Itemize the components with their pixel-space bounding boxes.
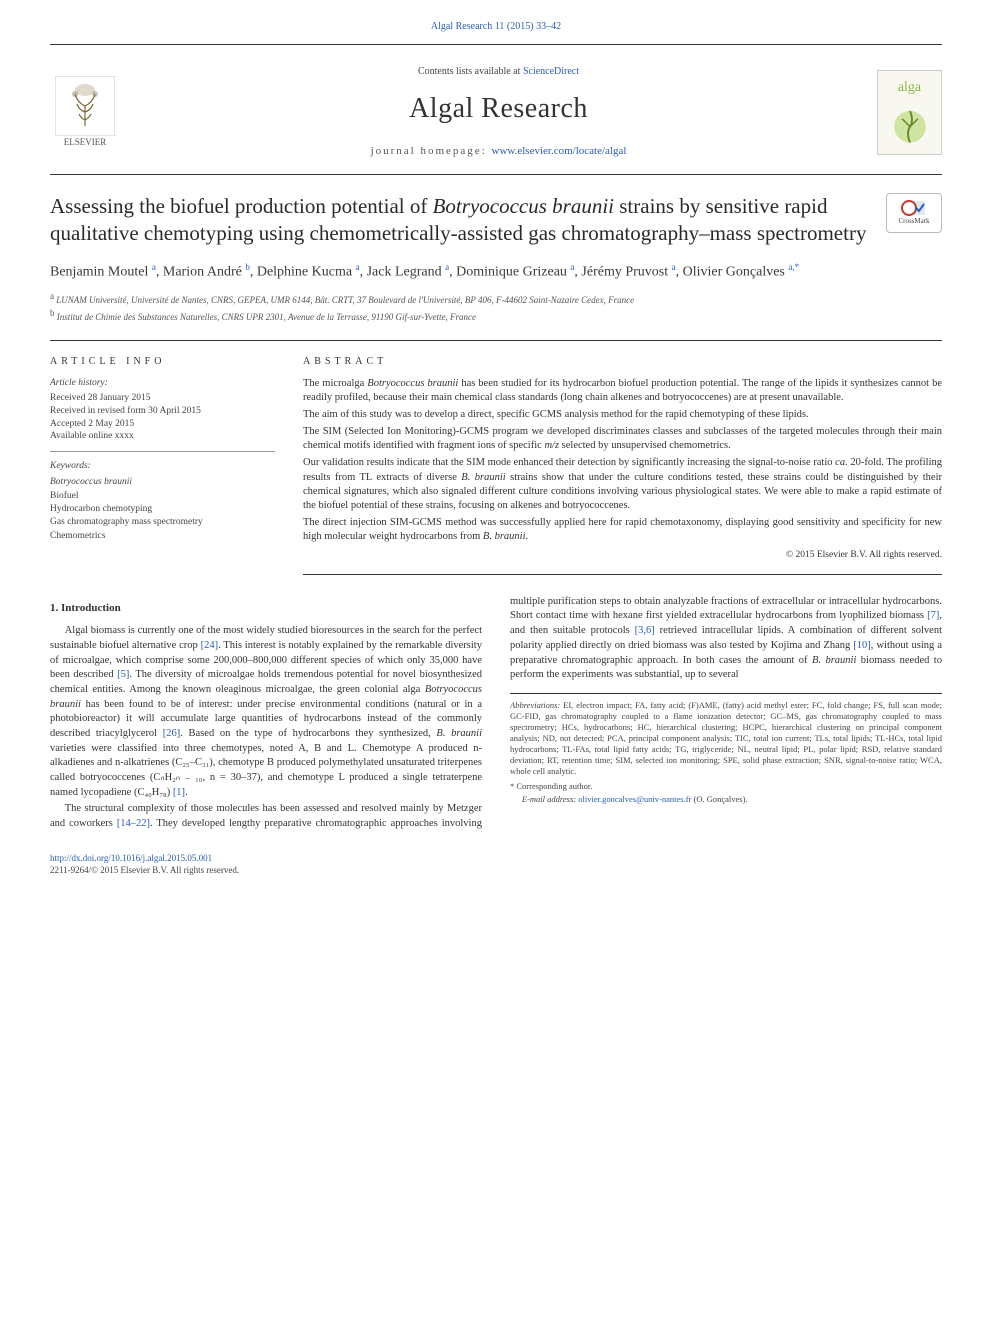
homepage-prefix: journal homepage: [371, 145, 492, 157]
authors-list: Benjamin Moutel a, Marion André b, Delph… [50, 261, 942, 282]
rule-top [50, 44, 942, 45]
publisher-label: ELSEVIER [64, 136, 107, 149]
journal-homepage-url[interactable]: www.elsevier.com/locate/algal [492, 145, 627, 157]
sciencedirect-link[interactable]: ScienceDirect [523, 66, 579, 77]
body-two-column: 1. Introduction Algal biomass is current… [50, 595, 942, 832]
journal-homepage-line: journal homepage: www.elsevier.com/locat… [132, 144, 865, 159]
keyword-item: Botryococcus braunii [50, 476, 275, 489]
abstract-p2: The aim of this study was to develop a d… [303, 408, 942, 422]
rule-masthead [50, 174, 942, 175]
abstract-heading: ABSTRACT [303, 355, 942, 369]
title-species: Botryococcus braunii [433, 194, 614, 218]
abstract-copyright: © 2015 Elsevier B.V. All rights reserved… [303, 549, 942, 562]
ref-link[interactable]: [5] [117, 669, 129, 680]
abstract-p5: The direct injection SIM-GCMS method was… [303, 516, 942, 544]
masthead-center: Contents lists available at ScienceDirec… [132, 65, 865, 160]
history-accepted: Accepted 2 May 2015 [50, 418, 275, 431]
abstract-p4: Our validation results indicate that the… [303, 456, 942, 513]
corresponding-author: * Corresponding author. [510, 781, 942, 792]
contents-lists-line: Contents lists available at ScienceDirec… [132, 65, 865, 79]
keyword-item: Chemometrics [50, 530, 275, 543]
ref-link[interactable]: [7] [927, 610, 939, 621]
abstract-p1: The microalga Botryococcus braunii has b… [303, 377, 942, 405]
keyword-item: Biofuel [50, 490, 275, 503]
rule-abstract-bottom [303, 574, 942, 575]
article-info-column: ARTICLE INFO Article history: Received 2… [50, 355, 275, 575]
journal-cover-thumb: alga [877, 70, 942, 155]
email-line: E-mail address: olivier.goncalves@univ-n… [510, 794, 942, 805]
issn-copyright: 2211-9264/© 2015 Elsevier B.V. All right… [50, 864, 942, 877]
ref-link[interactable]: [14–22] [117, 818, 150, 829]
intro-paragraph: Algal biomass is currently one of the mo… [50, 624, 482, 800]
affiliations: a LUNAM Université, Université de Nantes… [50, 290, 942, 323]
keyword-item: Gas chromatography mass spectrometry [50, 516, 275, 529]
affiliation-a: a LUNAM Université, Université de Nantes… [50, 290, 942, 307]
ref-link[interactable]: [10] [853, 640, 871, 651]
author-email[interactable]: olivier.goncalves@univ-nantes.fr [578, 794, 691, 804]
abbreviations-line: Abbreviations: EI, electron impact; FA, … [510, 700, 942, 777]
masthead: ELSEVIER Contents lists available at Sci… [50, 57, 942, 174]
ref-link[interactable]: [3,6] [635, 625, 655, 636]
cover-alga-graphic [886, 103, 934, 150]
journal-title: Algal Research [132, 89, 865, 128]
elsevier-tree-icon [55, 76, 115, 136]
section-heading-intro: 1. Introduction [50, 601, 482, 616]
history-available: Available online xxxx [50, 430, 275, 443]
crossmark-label: CrossMark [898, 217, 929, 227]
history-revised: Received in revised form 30 April 2015 [50, 405, 275, 418]
alga-icon: alga [898, 78, 921, 98]
article-title: Assessing the biofuel production potenti… [50, 193, 872, 248]
abstract-column: ABSTRACT The microalga Botryococcus brau… [303, 355, 942, 575]
ref-link[interactable]: [24] [201, 640, 219, 651]
journal-citation: Algal Research 11 (2015) 33–42 [50, 20, 942, 34]
keywords-label: Keywords: [50, 460, 275, 473]
crossmark-badge[interactable]: CrossMark [886, 193, 942, 233]
crossmark-icon [901, 199, 927, 217]
keywords-block: Keywords: Botryococcus braunii Biofuel H… [50, 460, 275, 543]
abstract-p3: The SIM (Selected Ion Monitoring)-GCMS p… [303, 425, 942, 453]
ref-link[interactable]: [26] [163, 728, 181, 739]
title-pre: Assessing the biofuel production potenti… [50, 194, 433, 218]
publisher-logo: ELSEVIER [50, 72, 120, 152]
article-info-heading: ARTICLE INFO [50, 355, 275, 369]
history-label: Article history: [50, 377, 275, 390]
ref-link[interactable]: [1] [173, 787, 185, 798]
info-abstract-row: ARTICLE INFO Article history: Received 2… [50, 340, 942, 575]
contents-prefix: Contents lists available at [418, 66, 523, 77]
doi-link[interactable]: http://dx.doi.org/10.1016/j.algal.2015.0… [50, 853, 212, 863]
footnotes: Abbreviations: EI, electron impact; FA, … [510, 693, 942, 805]
history-received: Received 28 January 2015 [50, 392, 275, 405]
article-history-block: Article history: Received 28 January 201… [50, 377, 275, 453]
keyword-item: Hydrocarbon chemotyping [50, 503, 275, 516]
affiliation-b: b Institut de Chimie des Substances Natu… [50, 307, 942, 324]
page-footer: http://dx.doi.org/10.1016/j.algal.2015.0… [50, 852, 942, 877]
title-row: Assessing the biofuel production potenti… [50, 193, 942, 248]
